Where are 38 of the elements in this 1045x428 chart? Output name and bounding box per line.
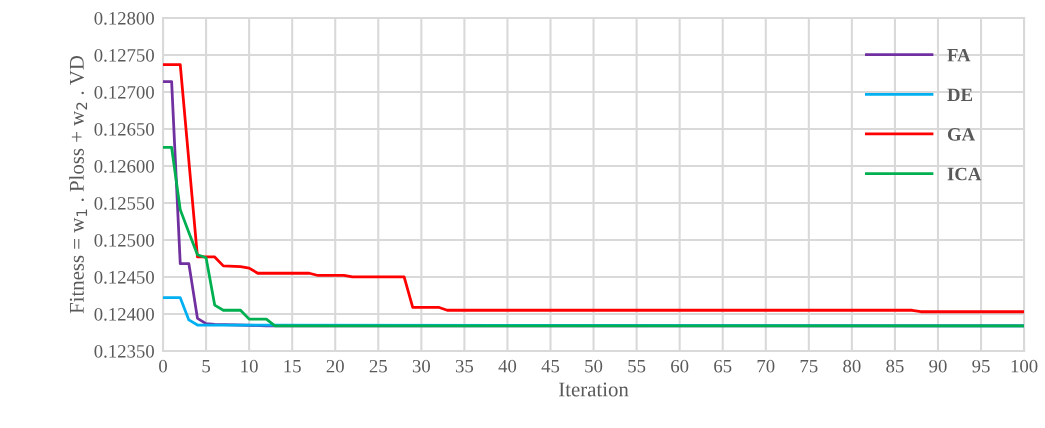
- x-tick-label: 50: [585, 359, 603, 373]
- y-tick-label: 0.12550: [94, 197, 154, 210]
- x-tick-label: 5: [202, 360, 211, 373]
- x-tick-label: 95: [972, 359, 990, 373]
- x-tick-label: 25: [369, 359, 387, 373]
- x-tick-label: 40: [498, 359, 517, 373]
- y-tick-label: 0.12800: [94, 12, 154, 25]
- y-tick-label: 0.12400: [94, 308, 154, 321]
- y-tick-label: 0.12750: [94, 49, 154, 62]
- legend-label: GA: [947, 128, 975, 141]
- x-tick-label: 20: [326, 359, 344, 373]
- x-tick-label: 10: [241, 359, 258, 373]
- legend-label: FA: [947, 48, 971, 62]
- legend-label: DE: [947, 88, 973, 101]
- x-tick-label: 80: [843, 359, 861, 373]
- x-tick-label: 60: [671, 359, 689, 373]
- x-axis-title: Iteration: [559, 382, 629, 397]
- x-tick-label: 70: [757, 359, 775, 373]
- x-tick-label: 45: [541, 359, 560, 373]
- x-tick-label: 0: [159, 359, 167, 373]
- x-tick-label: 90: [929, 359, 947, 373]
- x-tick-label: 15: [284, 359, 301, 373]
- x-tick-label: 100: [1011, 359, 1038, 373]
- y-tick-label: 0.12700: [94, 86, 154, 99]
- y-tick-label: 0.12500: [94, 234, 154, 247]
- y-axis-title: Fitness = w$_{1}$ . Ploss + w$_{2}$ . VD: [69, 55, 88, 314]
- y-tick-label: 0.12350: [94, 345, 154, 358]
- x-tick-label: 30: [412, 359, 430, 373]
- y-tick-label: 0.12450: [94, 271, 154, 284]
- x-tick-label: 55: [628, 360, 646, 373]
- x-tick-label: 75: [800, 360, 818, 373]
- x-tick-label: 35: [455, 359, 474, 373]
- y-tick-label: 0.12600: [94, 160, 154, 173]
- x-tick-label: 85: [886, 359, 904, 373]
- line-series: [163, 146, 1025, 328]
- y-tick-label: 0.12650: [94, 123, 154, 136]
- legend-label: ICA: [947, 167, 982, 181]
- x-tick-label: 65: [714, 359, 732, 373]
